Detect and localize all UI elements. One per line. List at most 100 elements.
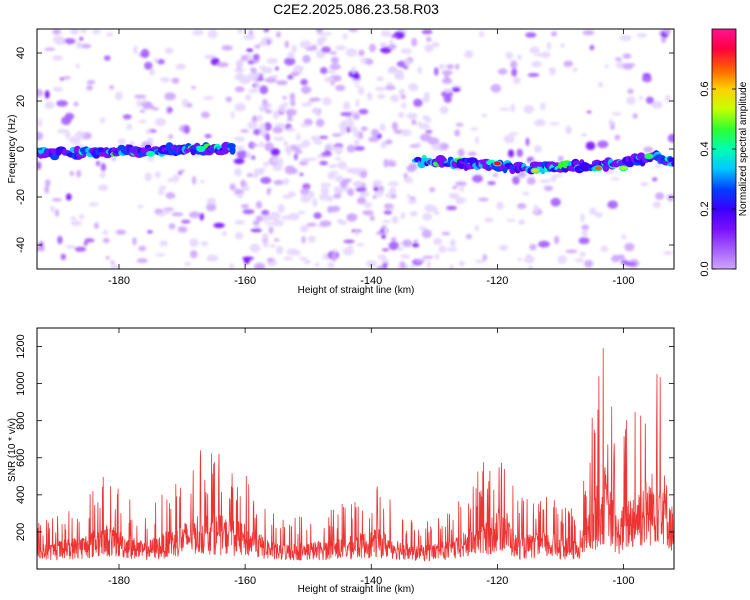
colorbar-ticks: 0.0 0.2 0.4 0.6	[699, 81, 736, 277]
spectrogram-cell	[624, 262, 637, 267]
spectrogram-cell	[189, 238, 199, 247]
spectrogram-cell	[348, 29, 358, 32]
spectrogram-cell	[154, 208, 164, 214]
spectrogram-cell	[250, 228, 262, 232]
spectrogram-cell	[300, 78, 308, 86]
spectrogram-cell	[94, 222, 99, 229]
spectrogram-cell	[343, 239, 355, 244]
spectrogram-cell	[358, 86, 365, 95]
spectrogram-cell	[164, 92, 176, 101]
spectrogram-cell	[286, 127, 296, 132]
spectrogram-cell	[99, 171, 106, 179]
spectrogram-cell	[234, 136, 246, 142]
spectrogram-cell	[88, 202, 99, 207]
spectrogram-cell	[584, 259, 594, 268]
spectrogram-cell	[517, 257, 522, 262]
spectrogram-cell	[52, 35, 65, 44]
spectrogram-cell	[421, 29, 433, 35]
spectrogram-panel: -180 -160 -140 -120 -100 -40 -20 0 20 40 Height o…	[7, 28, 675, 296]
spectrogram-cell	[403, 172, 408, 179]
spectrogram-cell	[406, 112, 418, 120]
spectrogram-cell	[645, 96, 654, 105]
spectrogram-cell	[331, 252, 337, 262]
spectrogram-cell	[310, 135, 319, 141]
spectrogram-cell	[259, 214, 272, 222]
spectrogram-cell	[421, 229, 432, 239]
spectrogram-x-axis-title: Height of straight line (km)	[298, 285, 415, 296]
spectrogram-cell	[250, 143, 258, 147]
spectrogram-cell	[321, 46, 331, 53]
spectrogram-cell	[394, 69, 404, 78]
spectrogram-cell	[424, 44, 434, 53]
spectrogram-cell	[333, 248, 338, 254]
spectrogram-cell	[383, 158, 389, 168]
spectrogram-cell	[518, 219, 526, 225]
spectrogram-cell	[308, 190, 315, 196]
spectrogram-cell	[467, 151, 477, 156]
spectrogram-cell	[438, 63, 446, 70]
snr-frame	[36, 327, 675, 570]
spectrogram-cell	[269, 211, 281, 221]
spectrogram-cell	[422, 212, 433, 221]
spectrogram-cell	[353, 113, 360, 120]
spectrogram-cell	[320, 151, 333, 157]
spectrogram-cell	[465, 234, 473, 240]
spectrogram-cell	[199, 213, 204, 221]
spectrogram-cell	[455, 122, 464, 127]
snr-y-tick-label: 1000	[15, 371, 27, 395]
spectrogram-cell	[546, 41, 552, 51]
spectrogram-cell	[391, 215, 399, 224]
spectrogram-cell	[252, 220, 260, 226]
spectrogram-cell	[619, 34, 632, 42]
spectrogram-cell	[496, 201, 504, 210]
spectrogram-cell	[449, 238, 456, 247]
spectrogram-cell	[57, 129, 69, 134]
spectrogram-cell	[207, 29, 218, 39]
spectrogram-cell	[237, 72, 242, 77]
spectrogram-cell	[200, 180, 205, 184]
spectrogram-cell	[340, 120, 349, 128]
spectrogram-signal-cell	[602, 163, 610, 172]
spectrogram-cell	[608, 118, 613, 127]
spectrogram-cell	[216, 62, 229, 68]
spectrogram-cell	[380, 30, 391, 37]
spectrogram-cell	[543, 185, 554, 191]
colorbar-title: Normalized spectral amplitude	[738, 81, 749, 216]
spectrogram-cell	[105, 255, 110, 260]
spectrogram-cell	[324, 77, 334, 83]
spectrogram-cell	[641, 74, 652, 83]
spectrogram-cell	[372, 195, 377, 199]
spectrogram-cell	[388, 241, 399, 251]
spectrogram-cell	[410, 264, 415, 269]
spectrogram-cell	[186, 103, 193, 108]
spectrogram-cell	[122, 114, 132, 120]
spectrogram-cell	[165, 192, 176, 199]
spectrogram-cell	[433, 238, 443, 246]
spectrogram-cell	[234, 189, 245, 195]
spectrogram-cell	[640, 182, 649, 187]
spectrogram-cell	[318, 194, 331, 201]
spectrogram-cell	[300, 194, 312, 203]
spectrogram-cell	[342, 33, 348, 40]
spectrogram-cell	[397, 247, 404, 251]
spectrogram-cell	[83, 241, 88, 246]
spectrogram-cell	[563, 60, 574, 67]
spectrogram-cell	[347, 188, 354, 197]
spectrogram-cell	[417, 121, 422, 126]
spectrogram-cell	[481, 113, 488, 118]
spectrogram-cell	[287, 112, 292, 122]
spectrogram-peak-cell	[619, 165, 628, 172]
spectrogram-cell	[372, 179, 383, 188]
spectrogram-cell	[225, 96, 233, 103]
spectrogram-cell	[301, 157, 310, 163]
spectrogram-x-tick-label: -100	[613, 275, 635, 287]
spectrogram-cell	[507, 149, 515, 158]
spectrogram-cell	[464, 50, 474, 59]
snr-x-tick-label: -100	[613, 575, 635, 587]
spectrogram-cell	[239, 76, 251, 85]
spectrogram-cell	[314, 140, 323, 145]
spectrogram-cell	[426, 260, 431, 269]
spectrogram-cell	[417, 66, 422, 74]
spectrogram-cell	[273, 110, 280, 120]
colorbar-tick-label: 0.4	[699, 141, 711, 156]
